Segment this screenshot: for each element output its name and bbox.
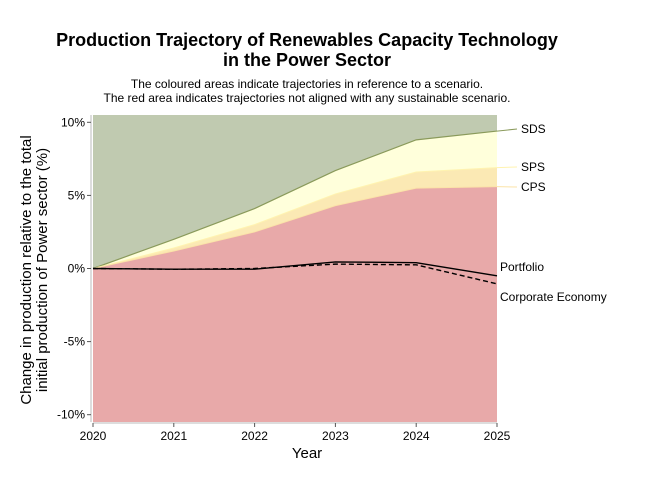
label-sps: SPS xyxy=(521,160,545,174)
x-tick-label: 2023 xyxy=(322,429,349,443)
area-sps xyxy=(93,131,497,269)
x-tick-label: 2021 xyxy=(160,429,187,443)
y-tick-label: 0% xyxy=(68,262,86,276)
y-tick-label: -5% xyxy=(64,335,86,349)
label-leader-sds xyxy=(496,128,518,132)
line-corporate-economy xyxy=(92,263,498,285)
label-portfolio: Portfolio xyxy=(500,260,544,274)
y-tick-label: -10% xyxy=(57,408,85,422)
line-cps xyxy=(92,186,498,269)
trajectory-lines xyxy=(92,130,498,285)
scenario-areas xyxy=(93,115,497,422)
x-tick-label: 2025 xyxy=(484,429,511,443)
chart-title-line2: in the Power Sector xyxy=(222,50,392,70)
label-sds: SDS xyxy=(521,122,546,136)
area-cps xyxy=(93,167,497,269)
series-labels: SDS SPS CPS Portfolio Corporate Economy xyxy=(496,122,607,304)
x-axis-title: Year xyxy=(292,445,322,462)
axes: -10% -5% 0% 5% 10% 2020 2021 2022 2023 2024 2025 xyxy=(57,115,511,443)
x-tick-label: 2020 xyxy=(80,429,107,443)
label-cps: CPS xyxy=(521,180,546,194)
chart-subtitle-line2: The red area indicates trajectories not … xyxy=(103,91,511,105)
y-tick-label: 10% xyxy=(61,115,85,129)
y-tick-label: 5% xyxy=(68,188,86,202)
x-tick-label: 2022 xyxy=(241,429,268,443)
area-not-aligned xyxy=(93,186,497,422)
line-sps xyxy=(92,167,498,269)
line-sds xyxy=(92,130,498,270)
chart-title: Production Trajectory of Renewables Capa… xyxy=(0,30,614,70)
label-corporate-economy: Corporate Economy xyxy=(500,290,607,304)
chart-subtitle-line1: The coloured areas indicate trajectories… xyxy=(130,77,484,91)
label-leader-sps xyxy=(496,166,518,169)
chart-title-line1: Production Trajectory of Renewables Capa… xyxy=(56,30,558,50)
y-axis-title-line2: initial production of Power sector (%) xyxy=(34,148,51,392)
chart-subtitle: The coloured areas indicate trajectories… xyxy=(0,77,614,105)
area-sds xyxy=(93,115,497,269)
x-tick-label: 2024 xyxy=(403,429,430,443)
y-axis-title-line1: Change in production relative to the tot… xyxy=(18,135,35,404)
